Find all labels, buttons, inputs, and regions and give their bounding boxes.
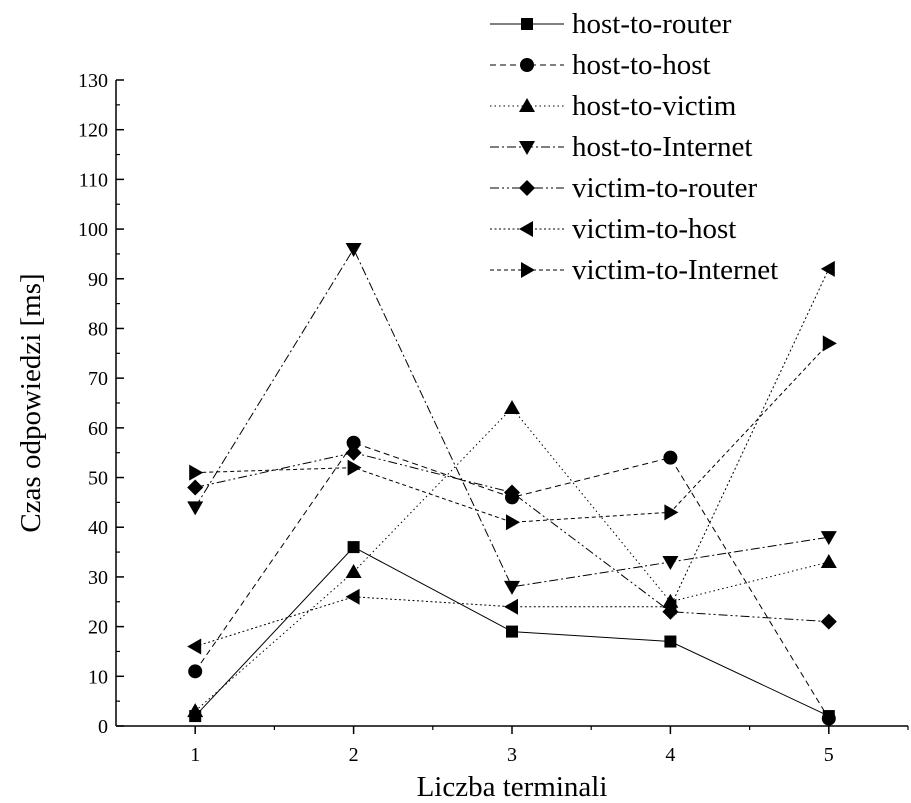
x-tick-label: 5 <box>824 744 834 766</box>
y-tick-label: 20 <box>88 617 108 639</box>
x-tick-label: 2 <box>349 744 359 766</box>
data-point <box>820 613 837 630</box>
legend-marker <box>519 98 535 112</box>
x-tick-label: 4 <box>665 744 675 766</box>
y-tick-label: 110 <box>79 169 108 191</box>
data-point <box>345 444 362 461</box>
data-point <box>506 514 520 531</box>
legend-entry: host-to-host <box>490 49 711 81</box>
data-point <box>663 450 678 465</box>
legend-label: victim-to-Internet <box>572 254 778 286</box>
series-host-to-victim <box>187 399 837 718</box>
legend-label: victim-to-router <box>572 172 758 204</box>
y-axis-title: Czas odpowiedzi [ms] <box>15 273 47 532</box>
legend-entry: victim-to-router <box>490 172 758 204</box>
y-tick-label: 70 <box>88 368 108 390</box>
data-point <box>504 580 520 595</box>
data-point <box>664 635 677 648</box>
data-point <box>187 501 204 516</box>
data-point <box>664 504 679 521</box>
data-point <box>820 554 837 569</box>
data-point <box>504 399 520 414</box>
legend-entry: host-to-victim <box>490 90 737 122</box>
legend-entry: victim-to-Internet <box>490 254 778 286</box>
y-tick-label: 100 <box>78 219 108 241</box>
data-point <box>346 435 361 450</box>
y-tick-label: 50 <box>88 468 108 490</box>
y-tick-label: 120 <box>78 120 108 142</box>
legend-marker <box>519 180 535 196</box>
legend-marker <box>521 18 533 30</box>
data-point <box>347 459 362 476</box>
data-point <box>821 711 836 726</box>
x-axis-title: Liczba terminali <box>417 771 608 803</box>
data-point <box>504 598 518 615</box>
data-point <box>187 703 204 718</box>
legend: host-to-router host-to-host host-to-victim… <box>490 8 778 286</box>
legend-marker <box>520 58 534 72</box>
axes: 0 10 20 30 40 50 60 70 80 90 100 110 120 130 1 2 3 4 5 <box>78 70 909 766</box>
data-point <box>822 335 837 352</box>
legend-label: victim-to-host <box>572 213 736 245</box>
series-host-to-host <box>188 435 836 726</box>
y-tick-label: 90 <box>88 269 108 291</box>
legend-label: host-to-victim <box>572 90 737 122</box>
data-point <box>820 531 837 546</box>
series-layer <box>187 242 837 726</box>
legend-entry: host-to-Internet <box>490 131 752 163</box>
series-victim-to-Internet <box>189 335 837 531</box>
data-point <box>506 625 518 638</box>
series-line <box>195 343 830 523</box>
data-point <box>345 563 362 578</box>
data-point <box>820 260 835 277</box>
series-host-to-Internet <box>187 242 837 595</box>
data-point <box>188 664 203 679</box>
legend-marker <box>521 262 535 278</box>
y-tick-label: 60 <box>88 418 108 440</box>
x-tick-label: 1 <box>190 744 200 766</box>
legend-label: host-to-router <box>572 8 732 40</box>
y-tick-label: 30 <box>88 567 108 589</box>
series-line <box>194 442 830 719</box>
x-tick-label: 3 <box>507 744 517 766</box>
series-victim-to-host <box>187 260 835 655</box>
data-point <box>345 588 360 605</box>
data-point <box>662 556 679 571</box>
y-tick-label: 130 <box>78 70 108 92</box>
series-line <box>195 452 829 623</box>
y-tick-label: 80 <box>88 318 108 340</box>
y-tick-label: 0 <box>98 716 108 738</box>
data-point <box>662 598 677 615</box>
legend-entry: victim-to-host <box>490 213 736 245</box>
y-tick-label: 10 <box>88 666 108 688</box>
series-victim-to-router <box>187 444 837 630</box>
data-point <box>187 479 204 496</box>
data-point <box>347 541 360 554</box>
series-host-to-router <box>189 541 835 723</box>
legend-entry: host-to-router <box>490 8 732 40</box>
data-point <box>189 464 204 481</box>
data-point <box>187 638 202 655</box>
legend-label: host-to-host <box>572 49 711 81</box>
data-point <box>345 242 362 257</box>
y-tick-label: 40 <box>88 517 108 539</box>
series-line <box>194 247 829 588</box>
legend-marker <box>519 221 533 237</box>
data-point <box>504 484 520 501</box>
legend-label: host-to-Internet <box>572 131 752 163</box>
series-line <box>194 407 829 712</box>
legend-marker <box>519 141 535 155</box>
